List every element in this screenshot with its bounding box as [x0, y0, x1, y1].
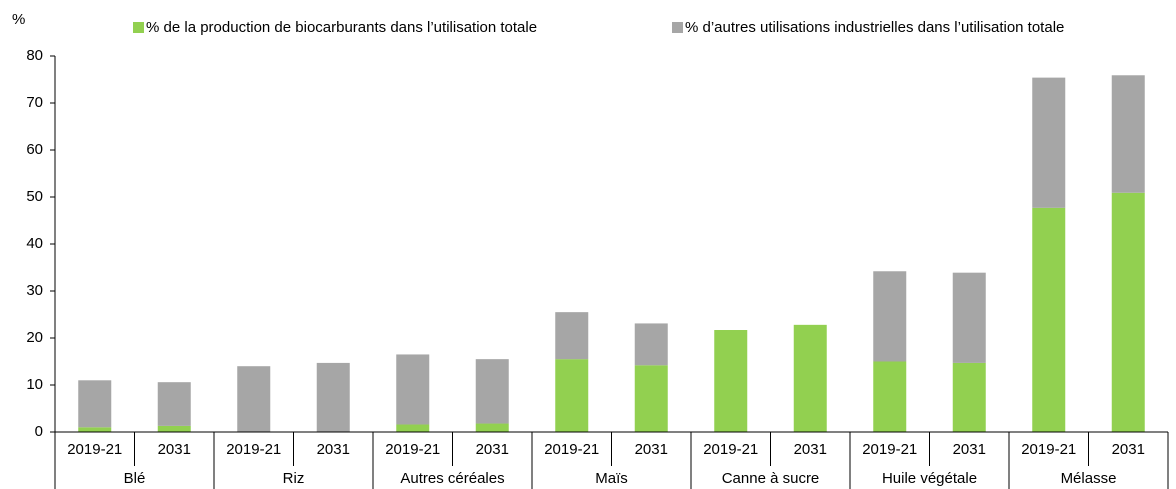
- bar: [555, 312, 589, 360]
- x-tick-label: 2019-21: [226, 441, 281, 458]
- group-label: Autres céréales: [400, 470, 504, 487]
- y-tick-label: 80: [26, 47, 43, 64]
- x-tick-label: 2031: [953, 441, 986, 458]
- legend-label: % d’autres utilisations industrielles da…: [685, 19, 1064, 36]
- bar: [873, 361, 907, 432]
- group-label: Maïs: [595, 470, 628, 487]
- bar: [952, 272, 986, 363]
- bar: [1111, 75, 1145, 193]
- bar: [952, 362, 986, 432]
- bar: [396, 424, 430, 432]
- x-tick-label: 2031: [317, 441, 350, 458]
- x-tick-label: 2019-21: [1021, 441, 1076, 458]
- group-label: Riz: [283, 470, 305, 487]
- bar: [475, 359, 509, 424]
- bar: [873, 271, 907, 362]
- y-tick-label: 50: [26, 188, 43, 205]
- x-tick-label: 2019-21: [703, 441, 758, 458]
- x-tick-label: 2019-21: [544, 441, 599, 458]
- bar: [475, 423, 509, 432]
- group-label: Mélasse: [1061, 470, 1117, 487]
- bar: [78, 380, 112, 428]
- bar: [78, 427, 112, 432]
- bar: [714, 330, 748, 432]
- y-tick-label: 30: [26, 282, 43, 299]
- y-tick-label: 10: [26, 376, 43, 393]
- y-tick-label: 70: [26, 94, 43, 111]
- y-tick-label: 40: [26, 235, 43, 252]
- bar: [157, 382, 191, 426]
- group-label: Huile végétale: [882, 470, 977, 487]
- bar: [237, 366, 271, 432]
- bar: [1032, 77, 1066, 208]
- bar: [793, 324, 827, 432]
- bar: [634, 365, 668, 432]
- x-tick-label: 2031: [1112, 441, 1145, 458]
- group-label: Blé: [124, 470, 146, 487]
- axis-label: %: [12, 11, 25, 28]
- y-tick-label: 20: [26, 329, 43, 346]
- bar: [634, 323, 668, 366]
- bar: [1111, 192, 1145, 432]
- x-tick-label: 2031: [158, 441, 191, 458]
- x-tick-label: 2019-21: [67, 441, 122, 458]
- group-label: Canne à sucre: [722, 470, 820, 487]
- x-tick-label: 2019-21: [862, 441, 917, 458]
- x-tick-label: 2031: [635, 441, 668, 458]
- y-tick-label: 0: [35, 423, 43, 440]
- y-tick-label: 60: [26, 141, 43, 158]
- bar: [555, 359, 589, 432]
- legend-label: % de la production de biocarburants dans…: [146, 19, 537, 36]
- x-tick-label: 2031: [476, 441, 509, 458]
- bar: [316, 362, 350, 432]
- x-tick-label: 2031: [794, 441, 827, 458]
- legend-swatch: [133, 22, 144, 33]
- bar: [396, 354, 430, 425]
- bar: [157, 425, 191, 432]
- legend-swatch: [672, 22, 683, 33]
- bar: [1032, 207, 1066, 432]
- x-tick-label: 2019-21: [385, 441, 440, 458]
